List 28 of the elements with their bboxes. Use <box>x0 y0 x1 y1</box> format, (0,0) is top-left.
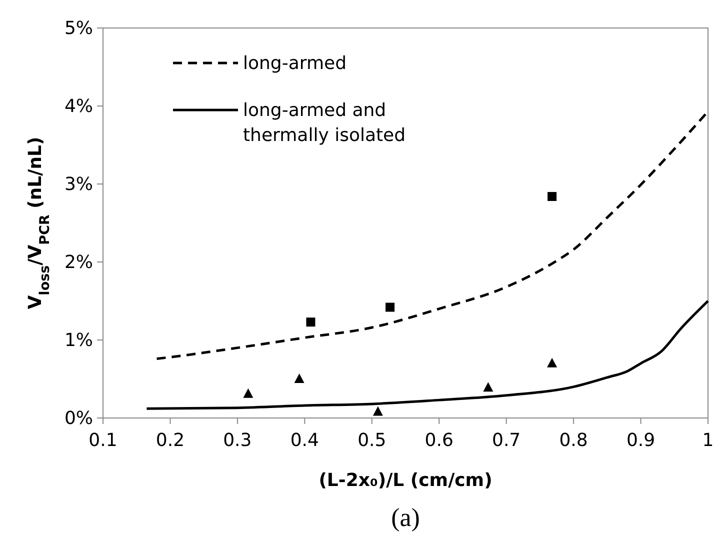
point <box>243 388 254 398</box>
legend-label: long-armed and thermally isolated <box>243 100 406 146</box>
y-tick-label: 3% <box>64 174 93 195</box>
y-tick-label: 4% <box>64 96 93 117</box>
point <box>372 406 383 416</box>
point <box>483 382 494 392</box>
point <box>294 374 304 383</box>
x-tick-label: 0.1 <box>88 430 118 451</box>
y-tick-label: 1% <box>64 330 93 351</box>
text: (a) <box>391 503 420 532</box>
x-tick-label: 0.4 <box>290 430 319 451</box>
point <box>547 358 558 368</box>
x-tick-label: 0.7 <box>492 430 521 451</box>
point <box>306 318 316 327</box>
x-tick-label: 0.8 <box>559 430 588 451</box>
x-tick-label: 0.5 <box>358 430 386 451</box>
y-tick-label: 0% <box>64 408 93 429</box>
point <box>548 192 557 201</box>
y-tick-label: 5% <box>64 18 93 39</box>
x-tick-label: 0.6 <box>424 430 454 451</box>
y-tick-label: 2% <box>64 252 93 273</box>
point <box>386 302 395 312</box>
legend-label: long-armed <box>243 53 346 74</box>
x-axis-title: (L-2x₀)/L (cm/cm) <box>318 470 492 491</box>
x-tick-label: 0.2 <box>156 430 185 451</box>
x-tick-label: 0.9 <box>626 430 656 451</box>
x-tick-label: 0.3 <box>223 430 252 451</box>
x-tick-label: 1 <box>702 430 714 451</box>
